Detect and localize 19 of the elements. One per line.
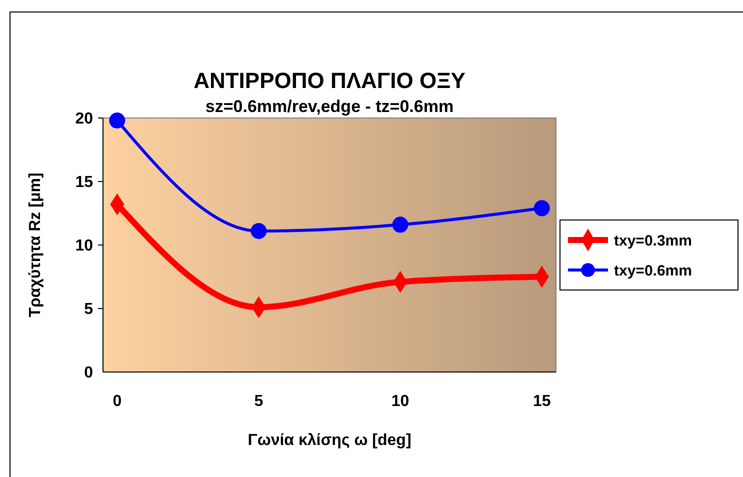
x-tick-label: 10 <box>391 393 410 410</box>
x-axis-title: Γωνία κλίσης ω [deg] <box>248 432 412 449</box>
point <box>250 223 267 240</box>
x-tick-label: 5 <box>254 393 264 410</box>
x-tick-label: 15 <box>532 393 551 410</box>
legend-label: txy=0.6mm <box>614 262 692 280</box>
y-axis-title: Τραχύτητα Rz [μm] <box>27 172 44 318</box>
chart-subtitle: sz=0.6mm/rev,edge - tz=0.6mm <box>205 97 454 116</box>
y-tick-label: 5 <box>84 301 94 318</box>
y-tick-label: 0 <box>84 364 94 382</box>
y-tick-label: 20 <box>75 110 94 128</box>
x-tick-label: 0 <box>112 393 122 410</box>
point <box>392 216 408 233</box>
chart-title: ΑΝΤΙΡΡΟΠΟ ΠΛΑΓΙΟ ΟΞΥ <box>194 68 466 93</box>
point <box>534 200 550 216</box>
legend-label: txy=0.3mm <box>614 232 692 250</box>
point <box>109 112 126 129</box>
y-tick-label: 15 <box>75 174 94 192</box>
y-tick-label: 10 <box>75 238 94 255</box>
